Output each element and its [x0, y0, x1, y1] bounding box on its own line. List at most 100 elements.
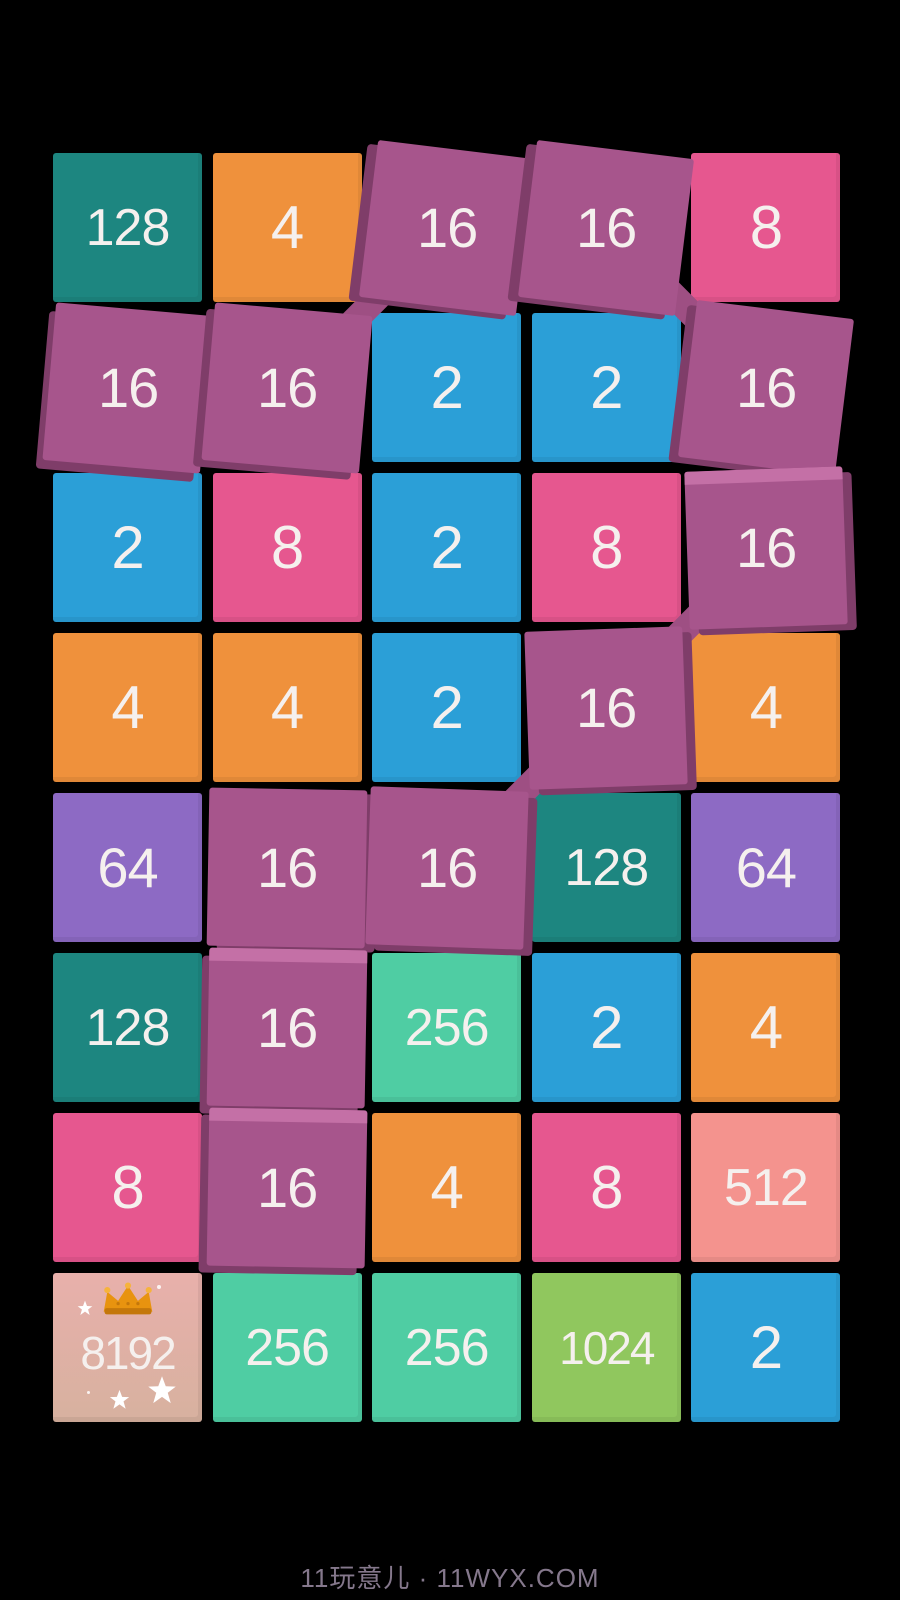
tile-r3c3[interactable]: 2 — [372, 473, 522, 622]
tile-value: 2 — [111, 513, 144, 581]
tile-value: 16 — [416, 835, 477, 899]
chain-tile-r4c4[interactable]: 16 — [524, 625, 698, 795]
tile-r1c5[interactable]: 8 — [691, 153, 841, 302]
tile-value: 16 — [576, 675, 637, 739]
tile-r4c5[interactable]: 4 — [691, 633, 841, 782]
tile-value: 8 — [111, 1153, 144, 1221]
tile-value: 8 — [590, 513, 623, 581]
chain-tile-r1c4[interactable]: 16 — [507, 139, 695, 320]
tile-r6c5[interactable]: 4 — [691, 953, 841, 1102]
tile-face: 16 — [206, 1107, 368, 1268]
tile-r5c4[interactable]: 128 — [531, 793, 681, 942]
tile-value: 128 — [564, 838, 649, 897]
tile-value: 1024 — [559, 1321, 655, 1374]
tile-r8c2[interactable]: 256 — [212, 1273, 362, 1422]
tile-r3c1[interactable]: 2 — [53, 473, 202, 622]
tile-value: 16 — [256, 835, 318, 899]
tile-value: 8 — [590, 1153, 623, 1221]
crown-tile-r8c1[interactable]: 8192 — [53, 1273, 202, 1422]
crown-icon — [103, 1282, 152, 1315]
chain-tile-r2c2[interactable]: 16 — [192, 301, 373, 480]
tile-r1c2[interactable]: 4 — [212, 153, 362, 302]
tile-value: 16 — [256, 355, 318, 419]
tile-r8c3[interactable]: 256 — [372, 1273, 522, 1422]
tile-r1c1[interactable]: 128 — [53, 153, 202, 302]
tile-value: 4 — [111, 673, 144, 741]
chain-tile-r7c2[interactable]: 16 — [198, 1107, 368, 1275]
tile-value: 4 — [270, 193, 304, 261]
chain-tile-r2c1[interactable]: 16 — [35, 301, 214, 482]
chain-tile-r6c2[interactable]: 16 — [199, 947, 368, 1116]
tile-r7c1[interactable]: 8 — [53, 1113, 202, 1262]
tile-value: 2 — [590, 993, 623, 1061]
tile-value: 4 — [749, 993, 783, 1061]
tile-value: 2 — [749, 1313, 783, 1381]
tile-value: 16 — [576, 195, 637, 259]
footer-watermark: 11玩意儿 · 11WYX.COM — [300, 1563, 600, 1593]
tile-value: 16 — [97, 355, 158, 419]
tile-r7c3[interactable]: 4 — [372, 1113, 522, 1262]
tile-face: 16 — [201, 301, 373, 474]
tile-value: 16 — [256, 995, 318, 1059]
tile-value: 2 — [430, 673, 464, 741]
tile-r6c3[interactable]: 256 — [372, 953, 522, 1102]
star-icon — [148, 1376, 176, 1404]
tile-face: 16 — [364, 785, 529, 950]
star-icon — [109, 1389, 130, 1409]
chain-tile-r5c2[interactable]: 16 — [206, 787, 378, 953]
tile-value: 2 — [590, 353, 623, 421]
tile-top-face — [206, 947, 368, 963]
tile-value: 128 — [85, 998, 171, 1057]
tile-r6c4[interactable]: 2 — [531, 953, 681, 1102]
tile-r4c3[interactable]: 2 — [372, 633, 522, 782]
chain-tile-r2c5[interactable]: 16 — [668, 299, 854, 481]
tile-r5c1[interactable]: 64 — [53, 793, 202, 942]
tile-r3c2[interactable]: 8 — [212, 473, 362, 622]
sparkle-dot — [157, 1285, 161, 1289]
tile-r2c3[interactable]: 2 — [372, 313, 522, 462]
tile-r7c4[interactable]: 8 — [531, 1113, 681, 1262]
tile-top-face — [684, 465, 847, 485]
tile-r8c4[interactable]: 1024 — [531, 1273, 681, 1422]
chain-tile-r3c5[interactable]: 16 — [684, 465, 857, 635]
tile-value: 8 — [749, 193, 783, 261]
tile-r6c1[interactable]: 128 — [53, 953, 202, 1102]
tile-r3c4[interactable]: 8 — [531, 473, 681, 622]
tile-face: 16 — [684, 465, 848, 630]
tile-value: 256 — [404, 1318, 490, 1377]
tile-value: 16 — [256, 1155, 318, 1219]
tile-r7c5[interactable]: 512 — [691, 1113, 841, 1262]
tile-top-face — [206, 1107, 368, 1123]
tile-face: 16 — [518, 139, 695, 316]
tile-value: 8 — [270, 513, 304, 581]
sparkle-dot — [87, 1391, 90, 1394]
tile-value: 128 — [85, 198, 171, 257]
tile-r8c5[interactable]: 2 — [691, 1273, 841, 1422]
tile-r4c2[interactable]: 4 — [212, 633, 362, 782]
tile-value: 2 — [430, 513, 464, 581]
star-icon — [77, 1300, 93, 1315]
tile-value: 256 — [245, 1318, 330, 1377]
tile-value: 4 — [749, 673, 783, 741]
tile-face: 16 — [524, 625, 689, 790]
tile-value: 64 — [735, 835, 797, 899]
tile-value: 256 — [404, 998, 490, 1057]
tile-r5c5[interactable]: 64 — [691, 793, 841, 942]
tile-value: 16 — [735, 515, 797, 579]
tile-r4c1[interactable]: 4 — [53, 633, 202, 782]
tile-face: 16 — [41, 301, 214, 474]
tile-value: 512 — [724, 1158, 809, 1217]
tile-value: 4 — [270, 673, 304, 741]
tile-value: 64 — [97, 835, 158, 899]
tile-value: 16 — [735, 355, 797, 419]
tile-face: 16 — [677, 299, 854, 476]
tile-r2c4[interactable]: 2 — [531, 313, 681, 462]
tile-value: 4 — [430, 1153, 464, 1221]
tile-value: 8192 — [80, 1326, 176, 1379]
tile-value: 16 — [416, 195, 477, 259]
tile-value: 2 — [430, 353, 464, 421]
tile-face: 16 — [206, 787, 368, 948]
chain-tile-r5c3[interactable]: 16 — [364, 785, 538, 956]
